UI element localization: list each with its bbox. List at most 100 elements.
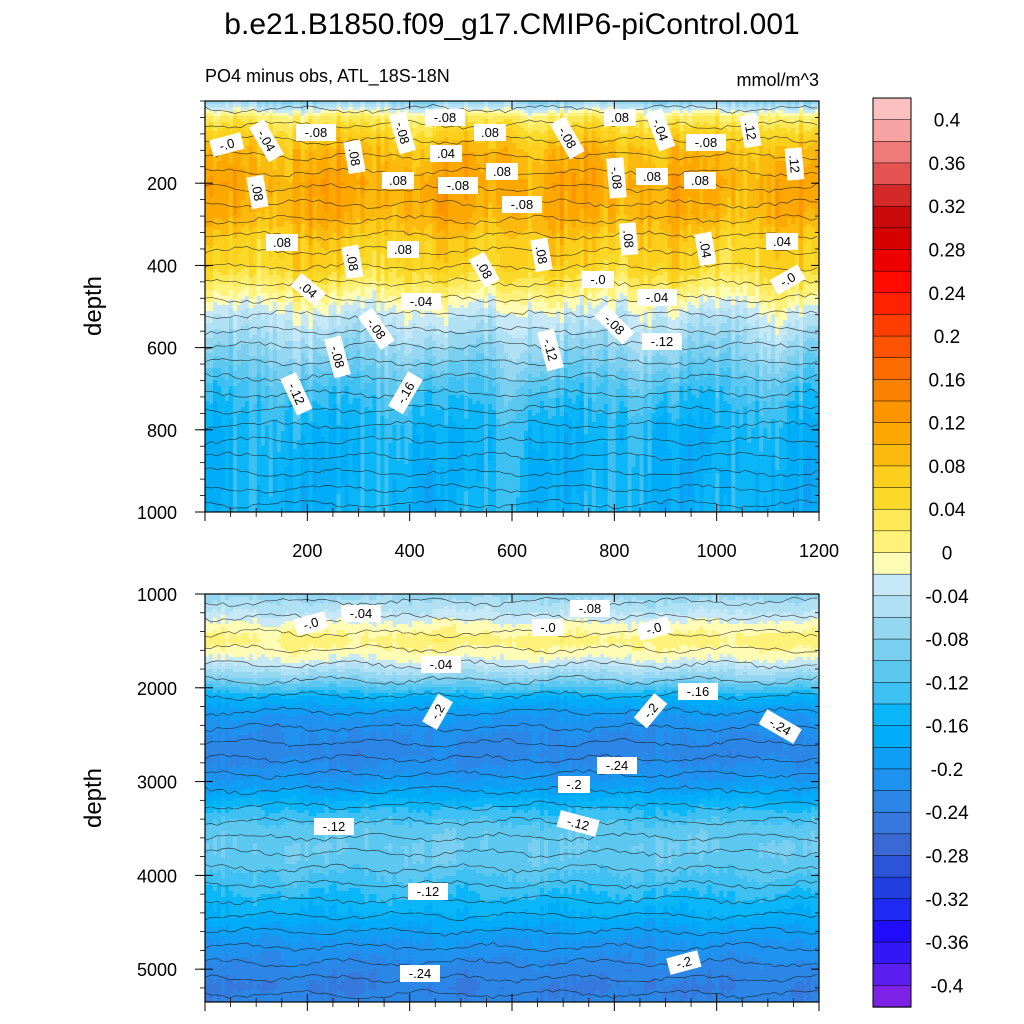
contour-label: -.16 [678, 683, 718, 700]
colorbar-tick-label: 0.2 [934, 327, 960, 348]
colorbar-tick-label: -0.24 [925, 803, 969, 824]
units-label: mmol/m^3 [737, 70, 819, 90]
contour-label: -.08 [438, 177, 478, 194]
y-tick-label: 600 [147, 339, 177, 359]
contour-label: -.08 [502, 196, 542, 213]
contour-label: -.0 [293, 611, 329, 636]
colorbar-swatch [872, 444, 912, 467]
colorbar: 0.4 0.36 0.32 0.28 0.24 0.2 0.16 0.12 0.08 0.04 0 -… [872, 97, 969, 1008]
contour-label: -.24 [597, 757, 637, 774]
colorbar-swatch [872, 725, 912, 748]
contour-label: -.08 [389, 111, 416, 155]
contour-label: .08 [382, 172, 414, 189]
contour-label: -.04 [401, 293, 441, 310]
y-tick-label: 800 [147, 421, 177, 441]
contour-label: -.2 [633, 692, 668, 729]
y-axis-label-upper: depth [80, 276, 107, 336]
y-tick-label: 1000 [137, 585, 177, 605]
contour-label: -.2 [666, 950, 702, 975]
colorbar-swatch [872, 985, 912, 1008]
colorbar-tick-label: 0.28 [929, 241, 966, 262]
colorbar-swatch [872, 768, 912, 792]
colorbar-tick-label: -0.16 [925, 717, 968, 738]
contour-label: -.0 [209, 132, 245, 157]
colorbar-tick-label: 0.24 [929, 284, 966, 305]
colorbar-swatch [872, 833, 912, 857]
contour-label: .08 [636, 168, 668, 185]
contour-label: -.12 [314, 818, 354, 835]
colorbar-swatch [872, 790, 912, 813]
contour-label: .08 [618, 222, 639, 256]
contour-label: .08 [530, 237, 553, 273]
colorbar-tick-label: 0.32 [929, 197, 966, 218]
colorbar-tick-label: -0.32 [925, 890, 968, 911]
colorbar-tick-label: -0.08 [925, 630, 968, 651]
contour-label: -.2 [558, 776, 590, 793]
contour-label: -.04 [421, 656, 461, 673]
lower-depth-panel: -.0-.04 -.08-.0 -.0-.04-.16-.2 -.2-.24-.24-… [80, 585, 820, 1011]
colorbar-tick-label: 0.04 [929, 500, 966, 521]
y-tick-label: 200 [147, 174, 177, 194]
colorbar-swatch [872, 682, 912, 705]
colorbar-tick-label: 0.08 [929, 457, 966, 478]
contour-label: .12 [739, 113, 762, 149]
chart-subtitle: PO4 minus obs, ATL_18S-18N [205, 66, 450, 87]
colorbar-swatch [872, 508, 912, 532]
colorbar-swatch [872, 941, 912, 965]
colorbar-tick-label: 0 [942, 544, 953, 565]
contour-label: -.08 [686, 134, 726, 151]
colorbar-tick-label: -0.4 [931, 976, 964, 997]
contour-label: -.08 [296, 124, 336, 141]
contour-label: -.12 [408, 883, 448, 900]
colorbar-swatch [872, 314, 912, 337]
colorbar-swatch [872, 898, 912, 922]
colorbar-swatch [872, 205, 912, 229]
colorbar-swatch [872, 573, 912, 597]
chart-title: b.e21.B1850.f09_g17.CMIP6-piControl.001 [224, 8, 799, 41]
contour-label: .08 [343, 139, 366, 175]
colorbar-swatch [872, 465, 912, 489]
y-tick-label: 5000 [137, 960, 177, 980]
colorbar-tick-label: 0.16 [929, 370, 966, 391]
colorbar-swatch [872, 638, 912, 662]
y-axis-label-lower: depth [80, 768, 107, 828]
colorbar-swatch [872, 97, 912, 121]
x-tick-label: 600 [497, 541, 527, 561]
colorbar-swatch [872, 141, 912, 164]
colorbar-tick-label: 0.12 [929, 414, 966, 435]
x-tick-label: 400 [395, 541, 425, 561]
colorbar-tick-label: -0.36 [925, 933, 968, 954]
colorbar-swatch [872, 184, 912, 207]
contour-label: .08 [246, 174, 269, 210]
x-tick-label: 1000 [697, 541, 737, 561]
colorbar-swatch [872, 660, 912, 684]
y-tick-label: 1000 [137, 503, 177, 523]
y-tick-label: 4000 [137, 866, 177, 886]
contour-label: -.16 [388, 371, 423, 415]
x-tick-label: 800 [599, 541, 629, 561]
contour-label: .04 [694, 231, 717, 267]
colorbar-swatch [872, 617, 912, 640]
colorbar-swatch [872, 249, 912, 272]
colorbar-swatch [872, 487, 912, 510]
contour-label: -.0 [769, 264, 806, 295]
contour-label: -.12 [280, 372, 313, 416]
contour-label: -.04 [645, 108, 676, 152]
colorbar-swatch [872, 876, 912, 900]
colorbar-swatch [872, 379, 912, 402]
colorbar-swatch [872, 270, 912, 294]
colorbar-swatch [872, 162, 912, 186]
contour-label: .08 [604, 109, 636, 126]
contour-label: .08 [387, 241, 419, 258]
colorbar-swatch [872, 811, 912, 835]
colorbar-swatch [872, 292, 912, 316]
colorbar-tick-label: 0.36 [929, 154, 966, 175]
contour-label: -.2 [422, 693, 453, 730]
colorbar-swatch [872, 963, 912, 987]
contour-label: .08 [469, 251, 500, 288]
contour-label: -.04 [637, 289, 677, 306]
y-tick-label: 3000 [137, 773, 177, 793]
contour-label: -.24 [400, 965, 440, 982]
x-tick-label: 200 [292, 541, 322, 561]
